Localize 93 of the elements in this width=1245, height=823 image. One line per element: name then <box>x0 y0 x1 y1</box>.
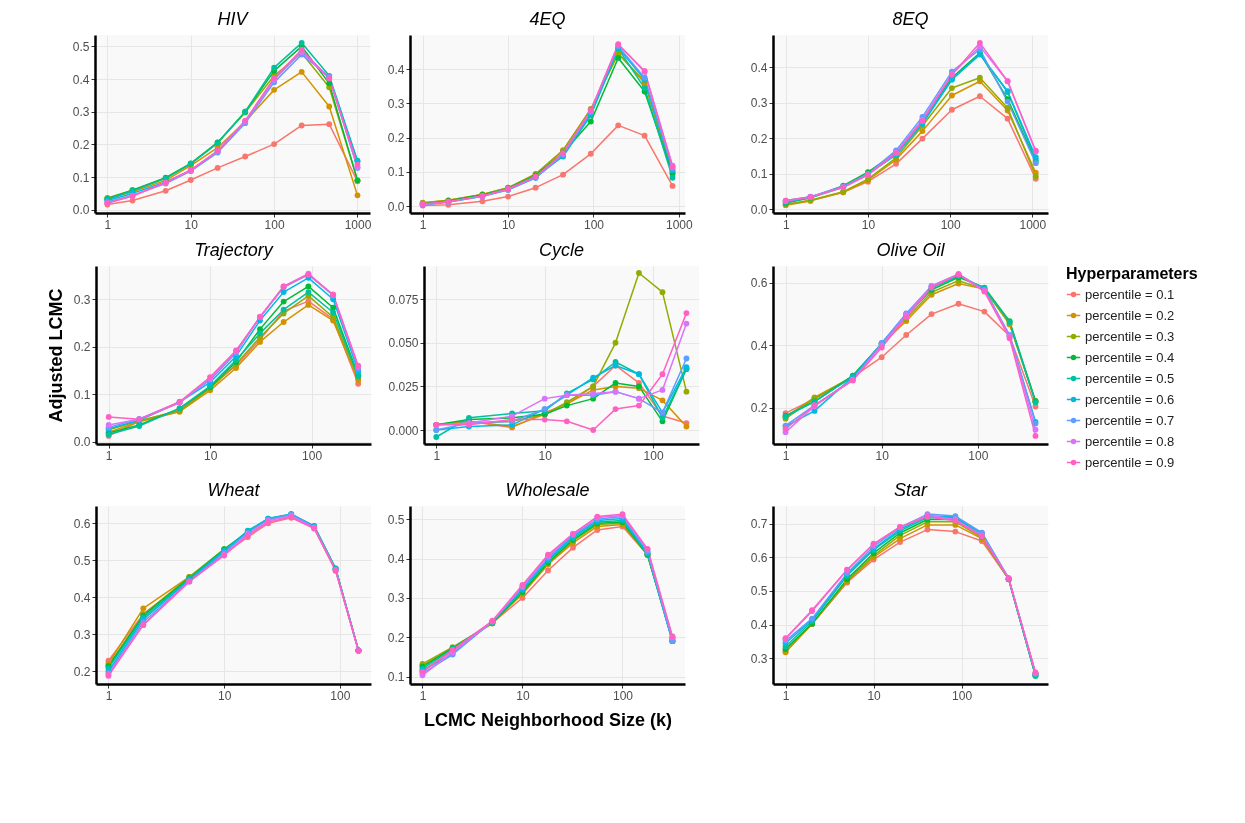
legend-title: Hyperparameters <box>1066 265 1199 282</box>
y-tick-label: 0.2 <box>751 401 769 416</box>
y-tick-label: 0.3 <box>387 591 405 606</box>
y-tick-label: 0.4 <box>751 618 769 633</box>
y-tick-label: 0.6 <box>73 516 91 531</box>
chart-title: Olive Oil <box>876 240 946 260</box>
y-tick-label: 0.2 <box>72 137 90 152</box>
x-tick-label: 100 <box>643 448 664 463</box>
x-tick-label: 100 <box>968 448 989 463</box>
x-tick-label: 10 <box>867 688 882 703</box>
y-tick-label: 0.075 <box>388 292 419 307</box>
legend-label: percentile = 0.6 <box>1085 391 1175 407</box>
x-tick-label: 10 <box>501 217 516 232</box>
x-tick-label: 1000 <box>1019 217 1047 232</box>
chart-title: Star <box>894 480 929 500</box>
y-tick-label: 0.4 <box>73 590 91 605</box>
y-tick-label: 0.1 <box>751 167 769 182</box>
y-tick-label: 0.0 <box>751 202 769 217</box>
y-axis-title: Adjusted LCMC <box>45 288 66 423</box>
x-tick-label: 100 <box>612 688 633 703</box>
chart-title: 8EQ <box>892 9 929 29</box>
y-tick-label: 0.1 <box>387 165 405 180</box>
y-tick-label: 0.0 <box>387 199 405 214</box>
x-tick-label: 10 <box>515 688 530 703</box>
legend-label: percentile = 0.3 <box>1085 328 1175 344</box>
chart-title: Wheat <box>207 480 261 500</box>
chart-title: HIV <box>217 9 250 29</box>
y-tick-label: 0.7 <box>751 517 769 532</box>
y-tick-label: 0.5 <box>387 512 405 527</box>
x-tick-label: 100 <box>583 217 604 232</box>
y-tick-label: 0.000 <box>388 423 419 438</box>
x-tick-label: 10 <box>862 217 876 232</box>
y-tick-label: 0.1 <box>387 670 405 685</box>
x-tick-label: 100 <box>940 217 962 232</box>
x-tick-label: 100 <box>952 688 973 703</box>
y-tick-label: 0.3 <box>73 292 91 307</box>
x-tick-label: 10 <box>875 448 890 463</box>
legend-label: percentile = 0.2 <box>1085 307 1175 323</box>
legend-label: percentile = 0.5 <box>1085 370 1175 386</box>
x-tick-label: 100 <box>301 448 323 463</box>
x-tick-label: 10 <box>538 448 552 463</box>
y-tick-label: 0.5 <box>751 584 769 599</box>
legend-label: percentile = 0.7 <box>1085 412 1175 428</box>
y-tick-label: 0.2 <box>73 340 91 355</box>
y-tick-label: 0.050 <box>388 336 419 351</box>
x-tick-label: 10 <box>184 217 198 232</box>
y-tick-label: 0.4 <box>387 552 405 567</box>
x-tick-label: 1000 <box>665 217 693 232</box>
x-tick-label: 1 <box>783 448 791 463</box>
legend-label: percentile = 0.4 <box>1085 349 1175 365</box>
legend-label: percentile = 0.8 <box>1085 433 1175 449</box>
y-tick-label: 0.4 <box>387 62 405 77</box>
y-tick-label: 0.025 <box>388 379 419 394</box>
x-tick-label: 1 <box>783 688 791 703</box>
y-tick-label: 0.3 <box>751 651 769 666</box>
y-tick-label: 0.6 <box>751 276 769 291</box>
y-tick-label: 0.2 <box>387 131 405 146</box>
x-tick-label: 100 <box>264 217 285 232</box>
y-tick-label: 0.6 <box>751 550 769 565</box>
chart-title: Cycle <box>538 240 584 260</box>
y-tick-label: 0.1 <box>73 387 91 402</box>
x-tick-label: 1 <box>105 688 113 703</box>
y-tick-label: 0.4 <box>751 60 769 75</box>
y-tick-label: 0.3 <box>387 96 405 111</box>
y-tick-label: 0.3 <box>751 96 769 111</box>
y-tick-label: 0.1 <box>72 170 90 185</box>
y-tick-label: 0.3 <box>73 627 91 642</box>
y-tick-label: 0.4 <box>72 72 90 87</box>
y-tick-label: 0.5 <box>72 39 90 54</box>
chart-title: Wholesale <box>505 480 590 500</box>
chart-title: Trajectory <box>193 240 274 260</box>
x-tick-label: 1000 <box>344 217 372 232</box>
y-tick-label: 0.0 <box>73 435 91 450</box>
x-tick-label: 10 <box>203 448 218 463</box>
x-tick-label: 1 <box>105 448 113 463</box>
x-tick-label: 10 <box>217 688 232 703</box>
x-tick-label: 100 <box>329 688 351 703</box>
x-tick-label: 1 <box>433 448 441 463</box>
x-tick-label: 1 <box>419 688 427 703</box>
y-tick-label: 0.0 <box>72 203 90 218</box>
legend-label: percentile = 0.9 <box>1085 454 1175 470</box>
y-tick-label: 0.2 <box>387 630 405 645</box>
y-tick-label: 0.3 <box>72 105 90 120</box>
x-tick-label: 1 <box>783 217 791 232</box>
chart-title: 4EQ <box>529 9 566 29</box>
x-tick-label: 1 <box>419 217 427 232</box>
legend-label: percentile = 0.1 <box>1085 286 1175 302</box>
y-tick-label: 0.4 <box>751 338 769 353</box>
y-tick-label: 0.5 <box>73 553 91 568</box>
y-tick-label: 0.2 <box>751 131 769 146</box>
x-axis-title: LCMC Neighborhood Size (k) <box>423 709 672 730</box>
x-tick-label: 1 <box>104 217 112 232</box>
y-tick-label: 0.2 <box>73 664 91 679</box>
